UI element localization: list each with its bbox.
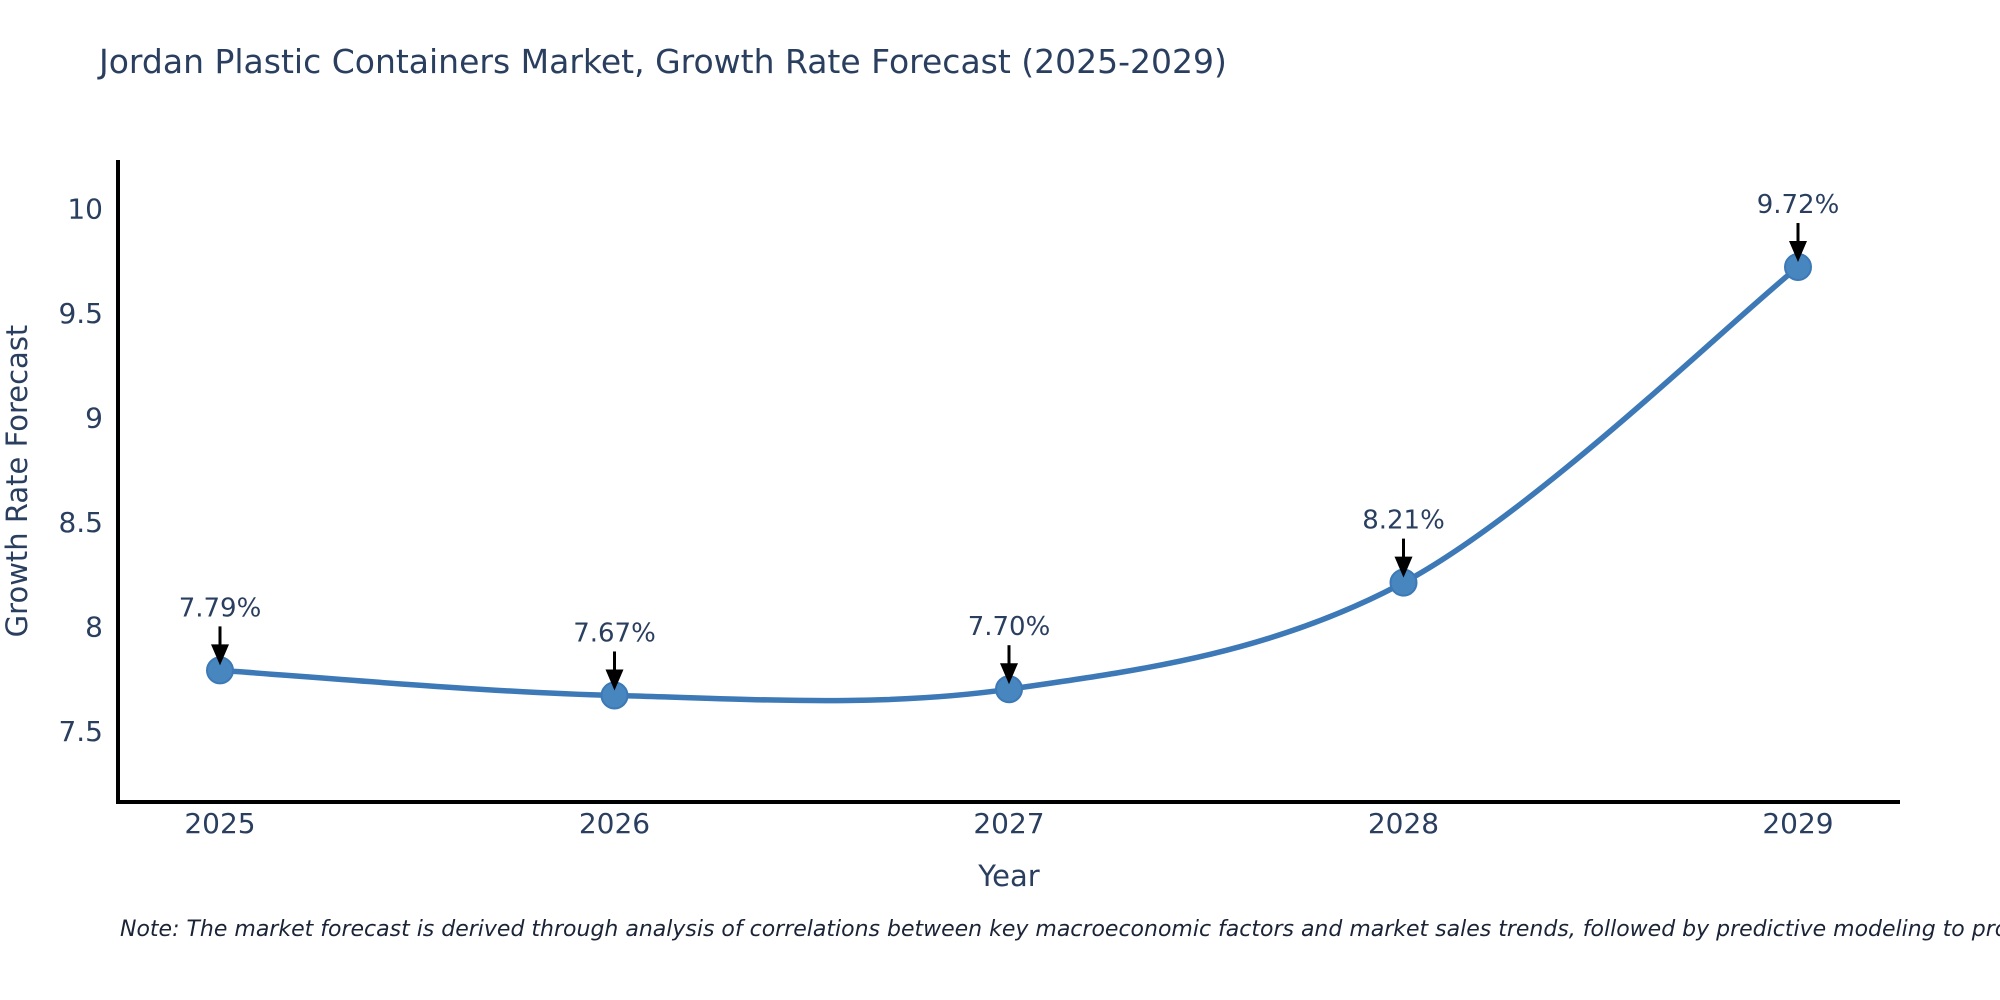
annotation-label: 7.70% [968,612,1051,642]
annotation-label: 9.72% [1757,190,1840,220]
x-tick-label: 2027 [973,807,1044,840]
annotation-label: 7.79% [179,593,262,623]
annotation-label: 8.21% [1362,506,1445,536]
annotation-arrowhead [1789,241,1807,263]
annotation-arrowhead [1000,663,1018,685]
y-tick-label: 8.5 [58,506,103,539]
y-tick-label: 10 [67,193,103,226]
y-tick-label: 9.5 [58,297,103,330]
y-tick-label: 8 [85,611,103,644]
footnote: Note: The market forecast is derived thr… [120,917,2000,942]
annotation-label: 7.67% [573,618,656,648]
x-tick-label: 2028 [1368,807,1439,840]
y-tick-label: 9 [85,402,103,435]
x-tick-label: 2026 [579,807,650,840]
y-tick-label: 7.5 [58,715,103,748]
x-tick-label: 2029 [1762,807,1833,840]
x-tick-label: 2025 [184,807,255,840]
y-axis-title: Growth Rate Forecast [0,325,34,638]
annotation-arrowhead [211,644,229,666]
series-line [217,264,1801,704]
x-axis-title: Year [977,859,1039,893]
annotation-arrowhead [605,669,624,691]
plot-layer: 7.5 8 8.5 9 9.5 10 2025 2026 2027 2028 2029 7.79% 7.… [58,190,1839,840]
chart-title: Jordan Plastic Containers Market, Growth… [99,42,1227,81]
annotation-arrowhead [1394,556,1413,578]
